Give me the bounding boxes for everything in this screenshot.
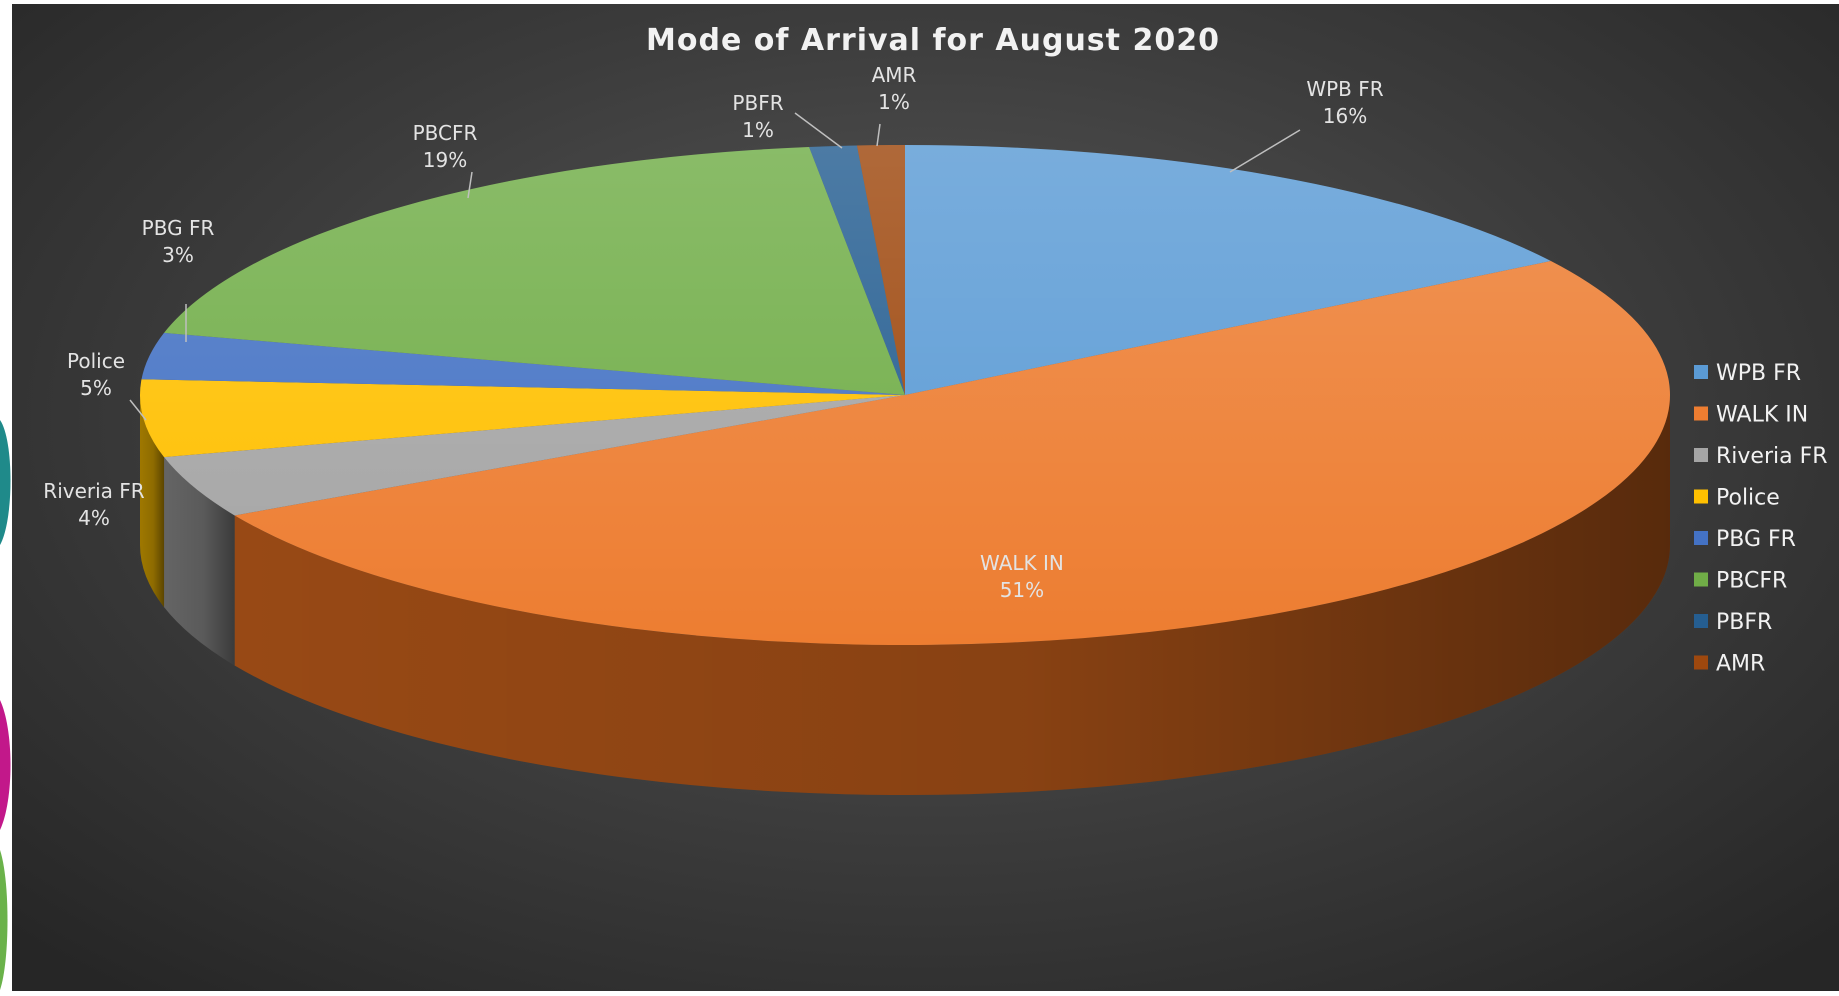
slice-label-walk-in: WALK IN (980, 551, 1064, 575)
legend: WPB FR WALK IN Riveria FR Police PBG FR PBCFR… (1694, 361, 1828, 677)
legend-swatch-amr (1694, 655, 1708, 670)
legend-swatch-police (1694, 489, 1708, 504)
pie-side-shade-walk-in (234, 395, 1671, 795)
legend-swatch-wpb-fr (1694, 365, 1708, 379)
slice-percent-police: 5% (80, 376, 112, 400)
slice-label-pbcfr: PBCFR (413, 121, 478, 145)
slice-percent-riveria-fr: 4% (78, 506, 110, 530)
slice-percent-pbfr: 1% (742, 118, 774, 142)
legend-label-police: Police (1716, 486, 1780, 511)
leader-line-police (129, 399, 147, 421)
slice-percent-amr: 1% (878, 90, 910, 114)
slice-label-amr: AMR (872, 63, 917, 87)
legend-label-pbfr: PBFR (1716, 610, 1772, 635)
slice-label-riveria-fr: Riveria FR (43, 479, 144, 503)
green-leaf-decoration (0, 850, 8, 990)
pie-labels: WPB FR 16% WALK IN 51% Riveria FR 4% Police 5% P… (43, 63, 1383, 602)
legend-label-wpb-fr: WPB FR (1716, 361, 1801, 386)
pie-side-shade-police (140, 395, 165, 608)
teal-leaf-decoration (0, 420, 11, 545)
magenta-leaf-decoration (0, 700, 11, 830)
legend-label-pbcfr: PBCFR (1716, 569, 1787, 594)
legend-label-walk-in: WALK IN (1716, 403, 1808, 428)
slice-percent-pbg-fr: 3% (162, 243, 194, 267)
leader-line-pbcfr (467, 171, 473, 199)
slice-label-police: Police (67, 349, 125, 373)
legend-label-amr: AMR (1716, 652, 1765, 677)
slice-label-pbg-fr: PBG FR (142, 216, 215, 240)
leader-line-wpb-fr (1229, 129, 1301, 173)
leader-line-pbfr (794, 112, 843, 149)
leader-line-amr (876, 123, 881, 147)
chart-title: Mode of Arrival for August 2020 (646, 23, 1220, 58)
legend-swatch-walk-in (1694, 406, 1708, 421)
legend-label-pbg-fr: PBG FR (1716, 527, 1796, 552)
pie-side-shade-riveria-fr (164, 457, 235, 666)
legend-swatch-pbfr (1694, 614, 1708, 628)
slice-percent-pbcfr: 19% (423, 148, 467, 172)
legend-swatch-riveria-fr (1694, 448, 1708, 462)
slice-label-pbfr: PBFR (732, 91, 783, 115)
pie-sides (140, 395, 1671, 795)
pie-slices (139, 145, 1670, 645)
slice-label-wpb-fr: WPB FR (1306, 77, 1383, 101)
legend-swatch-pbcfr (1694, 572, 1708, 587)
left-edge-decoration (0, 0, 12, 991)
legend-label-riveria-fr: Riveria FR (1716, 444, 1828, 469)
slice-percent-wpb-fr: 16% (1323, 104, 1367, 128)
pie-top-sheen (140, 145, 1670, 645)
legend-swatch-pbg-fr (1694, 531, 1708, 545)
slice-percent-walk-in: 51% (1000, 578, 1044, 602)
